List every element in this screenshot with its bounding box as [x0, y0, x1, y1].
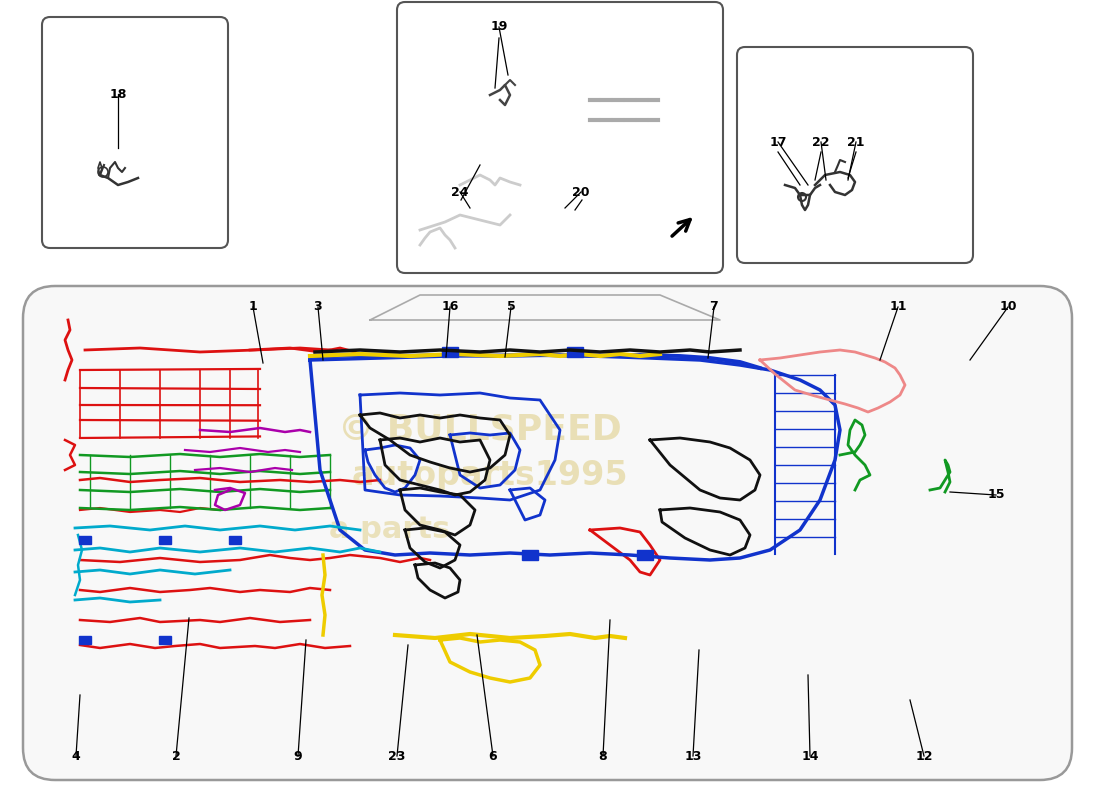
Text: 3: 3 [314, 301, 322, 314]
Text: 13: 13 [684, 750, 702, 762]
Text: 23: 23 [388, 750, 406, 762]
Text: 11: 11 [889, 301, 906, 314]
FancyBboxPatch shape [397, 2, 723, 273]
Text: 4: 4 [72, 750, 80, 762]
Bar [442, 347, 458, 357]
Text: © BULLSPEED: © BULLSPEED [338, 413, 622, 447]
FancyBboxPatch shape [42, 17, 228, 248]
Text: 16: 16 [441, 301, 459, 314]
Text: a parts: a parts [329, 515, 451, 545]
Text: 1: 1 [249, 301, 257, 314]
Bar [79, 636, 91, 644]
Bar [566, 347, 583, 357]
Text: 20: 20 [572, 186, 590, 198]
Text: 2: 2 [172, 750, 180, 762]
Text: 14: 14 [801, 750, 818, 762]
Bar [160, 536, 170, 544]
FancyBboxPatch shape [23, 286, 1072, 780]
Text: 5: 5 [507, 301, 516, 314]
Text: 6: 6 [488, 750, 497, 762]
Text: 22: 22 [812, 135, 829, 149]
Bar [229, 536, 241, 544]
Text: 19: 19 [491, 21, 508, 34]
Bar [522, 550, 538, 560]
Text: 21: 21 [847, 135, 865, 149]
Bar [637, 550, 653, 560]
Text: 9: 9 [294, 750, 302, 762]
Text: 12: 12 [915, 750, 933, 762]
Text: 15: 15 [988, 489, 1004, 502]
Bar [160, 636, 170, 644]
Text: 10: 10 [999, 301, 1016, 314]
FancyBboxPatch shape [737, 47, 974, 263]
Text: 18: 18 [109, 87, 126, 101]
Text: 7: 7 [710, 301, 718, 314]
Bar [79, 536, 91, 544]
Text: 17: 17 [769, 135, 786, 149]
Text: 24: 24 [451, 186, 469, 198]
Text: autoparts1995: autoparts1995 [352, 458, 628, 491]
Text: 8: 8 [598, 750, 607, 762]
